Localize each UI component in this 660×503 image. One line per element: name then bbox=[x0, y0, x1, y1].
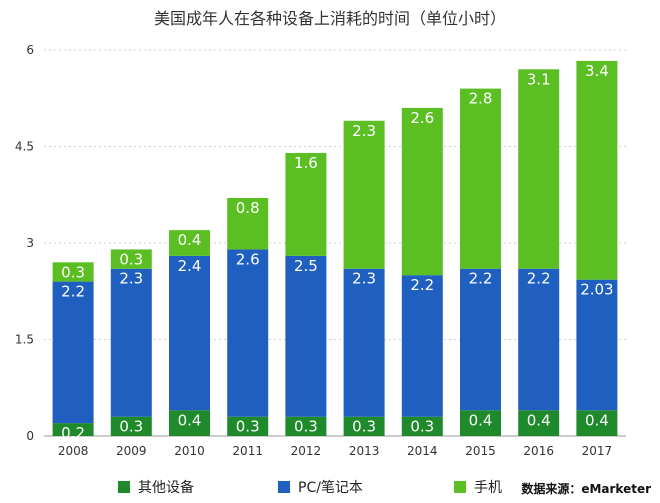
data-label-2009-2: 0.3 bbox=[119, 250, 143, 268]
bar-segment-2014-1 bbox=[401, 275, 443, 417]
legend-label: 其他设备 bbox=[138, 479, 194, 496]
bar-segment-2013-1 bbox=[343, 268, 385, 417]
data-label-2008-2: 0.3 bbox=[61, 263, 85, 281]
bar-segment-2017-2 bbox=[576, 60, 618, 280]
data-label-2017-1: 2.03 bbox=[580, 281, 613, 299]
data-label-2015-1: 2.2 bbox=[469, 270, 493, 288]
y-tick-label: 3 bbox=[26, 236, 34, 250]
x-tick-label: 2016 bbox=[523, 444, 554, 458]
bar-segment-2011-0 bbox=[227, 416, 269, 436]
bars-layer: 0.2 2.2 0.3 0.3 2.3 0.3 0.4 2.4 0.4 0.3 2.6 0.8 0.3 2… bbox=[52, 60, 618, 442]
bar-segment-2010-0 bbox=[169, 410, 210, 436]
x-tick-label: 2009 bbox=[116, 444, 147, 458]
bar-segment-2008-1 bbox=[52, 281, 94, 424]
bar-segment-2014-2 bbox=[401, 107, 443, 276]
data-label-2015-0: 0.4 bbox=[469, 411, 493, 429]
x-tick-label: 2015 bbox=[465, 444, 496, 458]
data-label-2017-0: 0.4 bbox=[585, 411, 609, 429]
legend: 其他设备 PC/笔记本 手机 bbox=[118, 479, 502, 496]
data-label-2013-0: 0.3 bbox=[352, 418, 376, 436]
data-label-2016-0: 0.4 bbox=[527, 411, 551, 429]
bar-segment-2016-1 bbox=[518, 268, 560, 411]
x-tick-label: 2014 bbox=[407, 444, 438, 458]
data-label-2009-1: 2.3 bbox=[119, 270, 143, 288]
data-label-2016-1: 2.2 bbox=[527, 270, 551, 288]
data-label-2011-1: 2.6 bbox=[236, 250, 260, 268]
bar-segment-2015-2 bbox=[460, 88, 501, 269]
x-tick-label: 2011 bbox=[232, 444, 263, 458]
data-label-2010-2: 0.4 bbox=[178, 231, 202, 249]
y-tick-label: 1.5 bbox=[15, 333, 34, 347]
x-tick-label: 2013 bbox=[349, 444, 380, 458]
data-label-2011-2: 0.8 bbox=[236, 199, 260, 217]
bar-segment-2009-1 bbox=[110, 268, 152, 417]
x-axis: 2008 2009 2010 2011 2012 2013 2014 2015 2016 2017 bbox=[58, 444, 612, 458]
data-label-2012-0: 0.3 bbox=[294, 418, 318, 436]
bar-segment-2008-2 bbox=[52, 262, 94, 282]
bar-segment-2010-2 bbox=[169, 230, 210, 256]
bar-segment-2011-2 bbox=[227, 197, 269, 250]
bar-segment-2015-0 bbox=[460, 410, 501, 436]
legend-swatch bbox=[278, 481, 290, 493]
x-tick-label: 2008 bbox=[58, 444, 89, 458]
source-note: 数据来源：eMarketer bbox=[521, 481, 651, 496]
bar-segment-2015-1 bbox=[460, 268, 501, 411]
bar-segment-2012-2 bbox=[285, 152, 327, 256]
x-tick-label: 2012 bbox=[291, 444, 322, 458]
legend-label: 手机 bbox=[474, 480, 502, 496]
bar-segment-2012-0 bbox=[285, 416, 327, 436]
bar-segment-2013-0 bbox=[343, 416, 385, 436]
data-label-2011-0: 0.3 bbox=[236, 418, 260, 436]
data-label-2012-1: 2.5 bbox=[294, 257, 318, 275]
bar-segment-2016-0 bbox=[518, 410, 560, 436]
bar-segment-2009-0 bbox=[110, 416, 152, 436]
bar-segment-2014-0 bbox=[401, 416, 443, 436]
bar-segment-2017-1 bbox=[576, 279, 618, 411]
bar-segment-2013-2 bbox=[343, 120, 385, 269]
data-label-2017-2: 3.4 bbox=[585, 62, 609, 80]
bar-segment-2016-2 bbox=[518, 69, 560, 269]
bar-segment-2008-0 bbox=[52, 423, 94, 436]
data-label-2012-2: 1.6 bbox=[294, 154, 318, 172]
legend-swatch bbox=[118, 481, 130, 493]
bar-segment-2009-2 bbox=[110, 249, 152, 269]
legend-label: PC/笔记本 bbox=[298, 480, 363, 496]
y-tick-label: 0 bbox=[26, 429, 34, 443]
data-label-2016-2: 3.1 bbox=[527, 70, 551, 88]
data-label-2015-2: 2.8 bbox=[469, 90, 493, 108]
y-tick-label: 6 bbox=[26, 43, 34, 57]
data-label-2009-0: 0.3 bbox=[119, 418, 143, 436]
data-label-2014-0: 0.3 bbox=[410, 418, 434, 436]
data-label-2014-2: 2.6 bbox=[410, 109, 434, 127]
data-label-2010-1: 2.4 bbox=[178, 257, 202, 275]
y-tick-label: 4.5 bbox=[15, 140, 34, 154]
x-tick-label: 2010 bbox=[174, 444, 205, 458]
x-tick-label: 2017 bbox=[582, 444, 613, 458]
bar-segment-2012-1 bbox=[285, 255, 327, 417]
data-label-2013-2: 2.3 bbox=[352, 122, 376, 140]
data-label-2014-1: 2.2 bbox=[410, 276, 434, 294]
legend-swatch bbox=[454, 481, 466, 493]
chart-title: 美国成年人在各种设备上消耗的时间（单位小时） bbox=[154, 9, 506, 28]
bar-segment-2017-0 bbox=[576, 410, 618, 436]
bar-segment-2011-1 bbox=[227, 249, 269, 417]
data-label-2010-0: 0.4 bbox=[178, 411, 202, 429]
data-label-2013-1: 2.3 bbox=[352, 270, 376, 288]
data-label-2008-1: 2.2 bbox=[61, 283, 85, 301]
data-label-2008-0: 0.2 bbox=[61, 424, 85, 442]
bar-segment-2010-1 bbox=[169, 255, 210, 411]
